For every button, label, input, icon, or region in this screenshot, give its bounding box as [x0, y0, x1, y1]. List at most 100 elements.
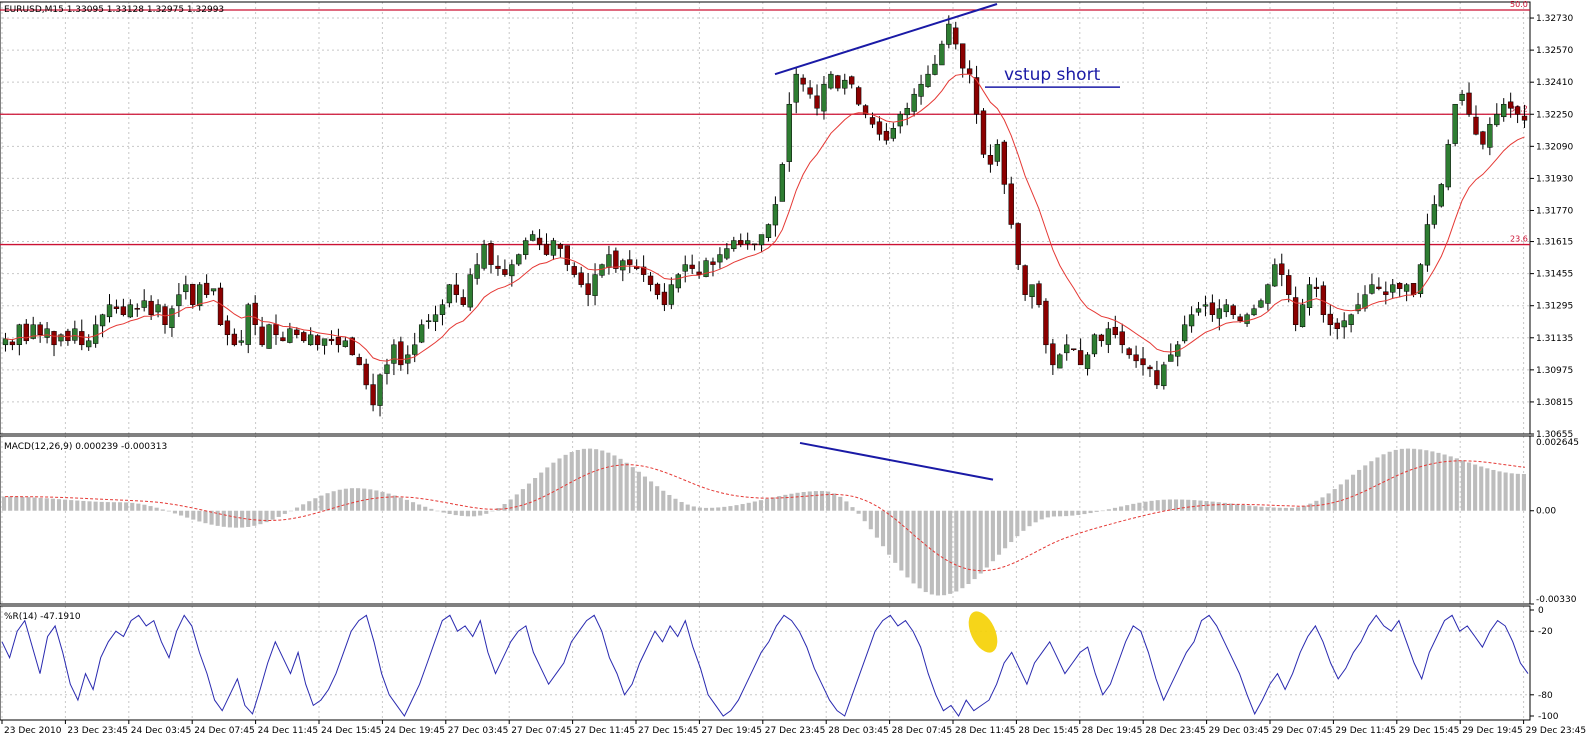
- time-label: 27 Dec 15:45: [638, 726, 699, 736]
- candle-body: [585, 283, 591, 295]
- price-panel[interactable]: 50.038.223.6 vstup short EURUSD,M15 1.33…: [0, 0, 1573, 440]
- macd-bar: [587, 448, 593, 511]
- candle-body: [1154, 370, 1160, 386]
- candle-body: [356, 357, 362, 366]
- macd-bar: [1198, 500, 1203, 511]
- price-label: 1.30975: [1536, 366, 1573, 376]
- macd-bar: [734, 505, 739, 511]
- macd-bar: [1375, 457, 1380, 511]
- macd-bar: [1277, 507, 1282, 511]
- candle-body: [113, 306, 120, 309]
- time-label: 29 Dec 03:45: [1209, 726, 1270, 736]
- macd-bar: [282, 510, 287, 514]
- macd-bar: [1424, 450, 1429, 511]
- macd-bar: [929, 510, 934, 595]
- candle-body: [523, 240, 529, 255]
- macd-bar: [819, 490, 825, 511]
- time-label: 28 Dec 23:45: [1145, 726, 1206, 736]
- candle-body: [564, 245, 570, 265]
- macd-bar: [148, 506, 153, 511]
- macd-bar: [1326, 493, 1331, 511]
- macd-bar: [124, 502, 129, 511]
- macd-bar: [410, 502, 416, 511]
- macd-bar: [795, 492, 800, 511]
- macd-bar: [1186, 499, 1191, 511]
- macd-bar: [1320, 497, 1325, 511]
- candle-body: [190, 283, 196, 305]
- macd-bar: [1442, 454, 1447, 511]
- macd-bar: [697, 507, 702, 511]
- candle-body: [1188, 314, 1195, 327]
- macd-bar: [575, 449, 580, 511]
- macd-bar: [1009, 510, 1014, 543]
- williams-r-panel[interactable]: %R(14) -47.1910 0 -20 -80 -100: [0, 605, 1559, 722]
- macd-bar: [111, 502, 116, 511]
- candle-body: [9, 341, 16, 346]
- macd-bar: [301, 504, 306, 511]
- candle-body: [92, 324, 99, 344]
- price-label: 1.30815: [1536, 398, 1573, 408]
- candle-body: [724, 248, 730, 259]
- candle-body: [1265, 284, 1271, 304]
- macd-bar: [539, 472, 544, 511]
- candle-body: [855, 87, 862, 105]
- candle-body: [1417, 264, 1424, 294]
- time-label: 27 Dec 11:45: [575, 726, 636, 736]
- candle-body: [23, 323, 29, 342]
- macd-bar: [1338, 484, 1343, 511]
- time-label: 29 Dec 07:45: [1272, 726, 1333, 736]
- candle-body: [217, 287, 224, 325]
- candle-body: [488, 243, 494, 265]
- candle-body: [932, 63, 938, 75]
- macd-bar: [1332, 489, 1337, 511]
- candle-body: [1279, 263, 1285, 275]
- macd-panel-frame: [0, 435, 1531, 605]
- macd-bar: [758, 500, 763, 511]
- candle-body: [765, 224, 772, 239]
- macd-bar: [508, 499, 513, 511]
- macd-bar: [215, 510, 220, 526]
- candle-body: [1473, 116, 1479, 135]
- macd-axis: 0.002645 0.00 -0.00330: [1530, 435, 1579, 605]
- trendline-higher-highs[interactable]: [774, 3, 998, 76]
- macd-bar: [1259, 506, 1264, 511]
- macd-bar: [978, 510, 983, 574]
- candle-body: [335, 337, 342, 346]
- macd-bar: [1155, 500, 1160, 511]
- candle-body: [1084, 354, 1091, 369]
- macd-panel[interactable]: MACD(12,26,9) 0.000239 -0.000313 0.00264…: [0, 435, 1579, 605]
- candle-body: [224, 320, 231, 336]
- candle-body: [1390, 284, 1396, 293]
- price-label: 1.31455: [1536, 270, 1573, 280]
- macd-bar: [1509, 473, 1514, 511]
- macd-bar: [661, 490, 666, 511]
- candle-body: [1313, 286, 1320, 289]
- macd-bar: [87, 501, 92, 511]
- candle-body: [710, 261, 716, 265]
- macd-bar: [99, 501, 104, 511]
- candle-body: [425, 320, 432, 322]
- time-label: 28 Dec 15:45: [1018, 726, 1079, 736]
- macd-bar: [166, 510, 171, 512]
- macd-bar: [1387, 451, 1392, 511]
- macd-bar: [417, 504, 422, 511]
- candle-body: [696, 271, 702, 275]
- candle-body: [1181, 324, 1188, 342]
- macd-bar: [655, 486, 660, 511]
- candle-body: [606, 254, 612, 268]
- candle-body: [1424, 224, 1431, 266]
- macd-divergence-line[interactable]: [799, 441, 994, 481]
- price-label: 1.31615: [1536, 238, 1573, 248]
- wpr-panel-header: %R(14) -47.1910: [4, 612, 81, 622]
- time-label: 24 Dec 15:45: [321, 726, 382, 736]
- candle-body: [502, 269, 508, 275]
- macd-bar: [502, 504, 507, 511]
- macd-bar: [813, 491, 818, 511]
- candle-body: [1438, 184, 1444, 207]
- macd-bar: [752, 501, 757, 511]
- time-label: 27 Dec 03:45: [448, 726, 509, 736]
- macd-bar: [404, 499, 409, 511]
- candle-body: [1209, 302, 1216, 315]
- macd-bar: [984, 510, 989, 568]
- macd-bar: [1131, 503, 1136, 511]
